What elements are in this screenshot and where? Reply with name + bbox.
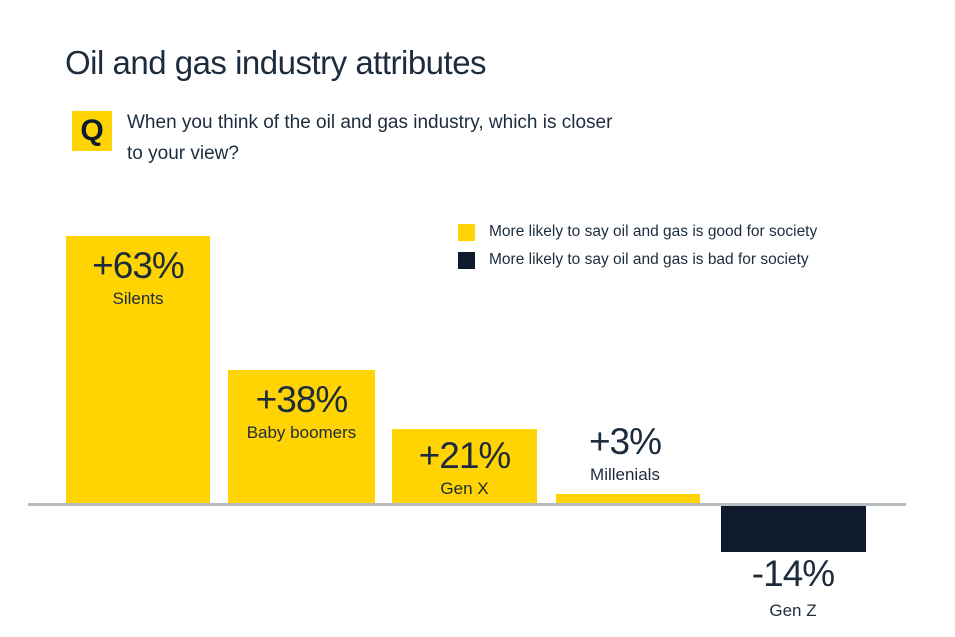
- bar-label-silents: +63% Silents: [66, 245, 210, 311]
- bar-silents: [66, 236, 210, 503]
- legend-label-good: More likely to say oil and gas is good f…: [489, 223, 818, 240]
- bar-value-gen-x: +21%: [418, 435, 512, 476]
- legend-swatch-good-icon: [458, 223, 475, 241]
- zero-baseline: [28, 503, 906, 506]
- bar-gen-x: [392, 429, 537, 503]
- legend-swatch-bad-icon: [458, 251, 475, 269]
- bar-value-millenials: +3%: [588, 421, 662, 462]
- bar-label-millenials: +3% Millenials: [550, 421, 700, 487]
- question-badge-letter: Q: [80, 114, 104, 147]
- bar-value-silents: +63%: [92, 245, 185, 286]
- bar-category-gen-x: Gen X: [440, 479, 489, 499]
- bar-millenials: [556, 494, 700, 503]
- legend-item-bad: More likely to say oil and gas is bad fo…: [458, 251, 817, 269]
- bar-baby-boomers: [228, 370, 375, 503]
- bar-category-silents: Silents: [112, 289, 164, 309]
- bar-label-gen-z: -14% Gen Z: [718, 553, 868, 623]
- question-badge: Q: [72, 111, 112, 151]
- bar-value-gen-z: -14%: [751, 553, 835, 594]
- question-text-line1: When you think of the oil and gas indust…: [127, 112, 613, 133]
- bar-value-baby-boomers: +38%: [255, 379, 349, 420]
- legend: More likely to say oil and gas is good f…: [458, 223, 817, 279]
- bar-category-millenials: Millenials: [590, 465, 660, 485]
- bar-category-baby-boomers: Baby boomers: [246, 423, 357, 443]
- question-text-line2: to your view?: [127, 143, 239, 164]
- page-title: Oil and gas industry attributes: [65, 44, 487, 81]
- legend-item-good: More likely to say oil and gas is good f…: [458, 223, 817, 241]
- bar-label-baby-boomers: +38% Baby boomers: [228, 379, 375, 445]
- question-text: When you think of the oil and gas indust…: [127, 107, 612, 169]
- bar-label-gen-x: +21% Gen X: [392, 435, 537, 501]
- bar-category-gen-z: Gen Z: [769, 601, 817, 621]
- legend-label-bad: More likely to say oil and gas is bad fo…: [489, 251, 809, 268]
- bar-gen-z: [721, 506, 866, 552]
